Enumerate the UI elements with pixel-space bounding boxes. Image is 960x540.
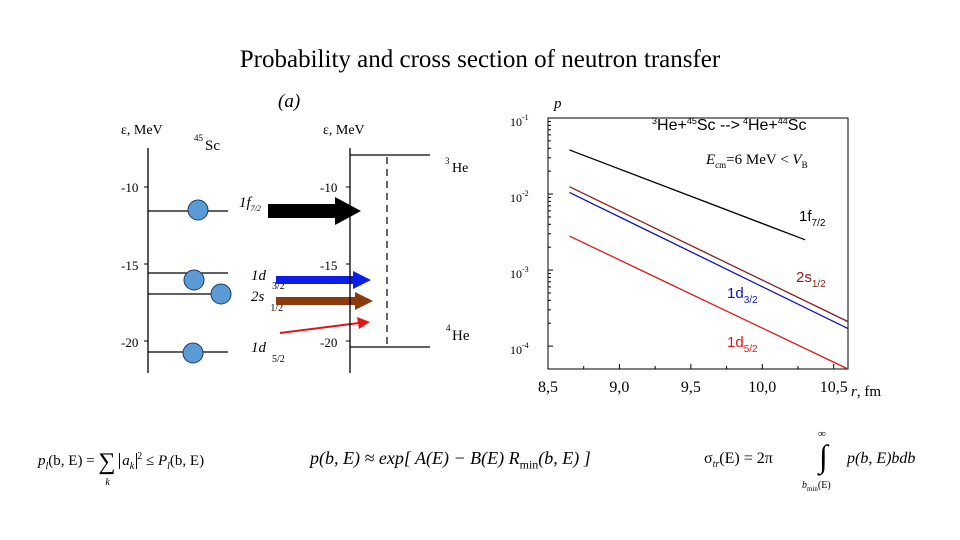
plot-frame [547, 117, 849, 370]
left-nucleus-mass: 45 [194, 133, 204, 143]
top-level-mass: 3 [445, 156, 450, 166]
orbital-label-2s12: 2s1/2 [251, 289, 283, 314]
series-label-1f72: 1f7/2 [799, 208, 826, 229]
formula-cross-section: σtr(E) = 2π [704, 450, 773, 471]
y-tick-label: 10-2 [510, 189, 529, 205]
transfer-arrow-1f72 [268, 197, 361, 225]
x-tick-label: 9,0 [609, 379, 629, 396]
series-line-2s12 [569, 186, 849, 323]
integral-upper-limit: ∞ [818, 428, 826, 440]
left-tick: -15 [121, 258, 138, 273]
x-tick-label: 9,5 [681, 379, 701, 396]
series-line-1d32 [569, 191, 849, 330]
y-axis-label: p [553, 96, 562, 112]
x-tick-label: 10,5 [820, 379, 848, 396]
right-tick: -10 [320, 180, 337, 195]
level-scheme: ε, MeV 45 Sc -10 -15 -20 1f7/2 1d3/2 2s1… [121, 123, 470, 373]
right-tick: -15 [320, 258, 337, 273]
orbital-label-1d32: 1d3/2 [251, 268, 285, 292]
neutron-circle [210, 283, 232, 305]
x-tick-label: 8,5 [538, 379, 558, 396]
right-tick: -20 [320, 335, 337, 350]
series-label-1d52: 1d5/2 [727, 334, 758, 355]
integrand: p(b, E)bdb [847, 450, 916, 467]
y-tick-label: 10-3 [510, 265, 529, 281]
neutron-circle [182, 342, 204, 364]
neutron-circle [187, 199, 209, 221]
series-label-1d32: 1d3/2 [727, 285, 758, 306]
left-axis-label: ε, MeV [121, 123, 163, 138]
series-line-1f72 [569, 149, 806, 241]
x-axis-label: r, fm [851, 384, 881, 400]
transfer-arrow-1d52 [279, 322, 360, 334]
slide-title: Probability and cross section of neutron… [239, 46, 721, 73]
transfer-arrow-2s12 [276, 292, 373, 310]
integral-lower-limit: bmin(E) [802, 480, 831, 493]
top-level-symbol: He [452, 161, 468, 176]
series-line-1d52 [569, 235, 849, 370]
orbital-label-1f72: 1f7/2 [239, 195, 261, 213]
reaction-label: 3He+45Sc --> 4He+44Sc [652, 116, 806, 134]
transfer-arrow-1d32 [276, 271, 371, 289]
integral-sign: ∫ [819, 438, 828, 474]
y-tick-label: 10-4 [510, 341, 529, 357]
probability-chart: 8,5 9,0 9,5 10,0 10,5 10-1 10-2 10-3 10-4 p r, f… [510, 96, 881, 400]
panel-label: (a) [278, 91, 301, 112]
left-tick: -20 [121, 335, 138, 350]
y-tick-label: 10-1 [510, 113, 529, 129]
orbital-label-1d52: 1d5/2 [251, 340, 285, 365]
left-nucleus-symbol: Sc [205, 138, 220, 154]
right-axis-label: ε, MeV [323, 123, 365, 138]
series-label-2s12: 2s1/2 [796, 269, 826, 290]
left-tick: -10 [121, 180, 138, 195]
energy-note: Ecm=6 MeV < VB [705, 152, 808, 170]
bottom-level-symbol: He [452, 328, 470, 344]
neutron-circle [183, 269, 205, 291]
x-tick-label: 10,0 [748, 379, 776, 396]
bottom-level-mass: 4 [446, 323, 451, 333]
formula-exponential: p(b, E) ≈ exp[ A(E) − B(E) Rmin(b, E) ] [310, 448, 591, 472]
formula-probability-sum: pl(b, E) = ∑ k ak2 ≤ Pl(b, E) [38, 449, 205, 488]
